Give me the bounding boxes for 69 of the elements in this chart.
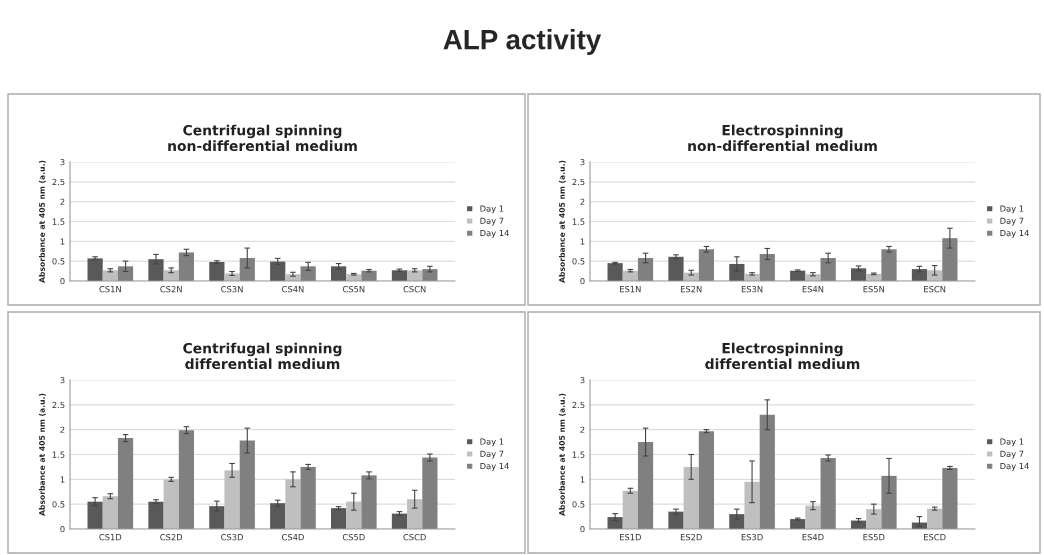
x-tick-label: CS2D	[160, 534, 183, 541]
x-tick-label: CS3N	[221, 286, 243, 293]
x-tick-label: CS2N	[160, 286, 182, 293]
y-tick-label: 3	[60, 158, 65, 166]
y-tick-label: 0	[580, 277, 585, 285]
x-tick-label: CSCN	[403, 286, 426, 293]
x-tick-label: CS4D	[281, 534, 304, 541]
x-tick-label: ES5D	[863, 534, 885, 541]
x-tick-label: CS3D	[221, 534, 243, 541]
x-tick-label: CS4N	[282, 286, 304, 293]
legend-label: Day 14	[1000, 462, 1029, 471]
y-tick-label: 1.5	[572, 451, 585, 458]
chart-title: Electrospinning non-differential medium	[688, 124, 877, 152]
y-tick-label: 0	[60, 277, 65, 285]
y-tick-label: 2	[60, 426, 65, 433]
y-tick-label: 2.5	[572, 401, 585, 409]
y-tick-label: 1	[580, 476, 585, 483]
y-tick-label: 1.5	[52, 451, 65, 458]
x-tick-label: CSCD	[403, 534, 426, 541]
y-tick-label: 3	[580, 158, 585, 166]
y-tick-label: 1.5	[52, 218, 65, 225]
chart-title: Electrospinning differential medium	[705, 342, 860, 370]
y-tick-label: 2	[580, 426, 585, 433]
y-tick-label: 2	[580, 198, 585, 205]
y-tick-label: 0.5	[572, 258, 585, 265]
x-tick-label: ESCN	[924, 286, 946, 293]
legend-label: Day 1	[480, 438, 504, 447]
y-tick-label: 2.5	[572, 178, 585, 186]
chart-title: Centrifugal spinning differential medium	[183, 342, 342, 370]
x-tick-label: ES1N	[620, 286, 641, 293]
y-tick-label: 0.5	[572, 501, 585, 508]
legend-label: Day 14	[1000, 229, 1029, 238]
y-tick-label: 1	[60, 238, 65, 245]
legend-label: Day 7	[1000, 217, 1024, 226]
x-tick-label: ES3D	[741, 534, 763, 541]
y-tick-label: 2.5	[52, 401, 65, 409]
legend-label: Day 14	[480, 229, 509, 238]
y-tick-label: 3	[60, 376, 65, 384]
legend-label: Day 1	[480, 205, 504, 214]
legend-label: Day 1	[1000, 205, 1024, 214]
x-tick-label: CS1D	[99, 534, 122, 541]
y-tick-label: 3	[580, 376, 585, 384]
text: ALP activity	[443, 29, 602, 55]
legend-label: Day 14	[480, 462, 509, 471]
y-tick-label: 1.5	[572, 218, 585, 225]
x-tick-label: ES2N	[680, 286, 702, 293]
y-tick-label: 1	[580, 238, 585, 245]
x-tick-label: ES4N	[802, 286, 824, 293]
chart-title: Centrifugal spinning non-differential medium	[168, 124, 357, 152]
y-tick-label: 1	[60, 476, 65, 483]
x-tick-label: ES3N	[741, 286, 763, 293]
legend-label: Day 1	[1000, 438, 1024, 447]
x-tick-label: ES1D	[620, 534, 641, 541]
y-tick-label: 0	[580, 525, 585, 533]
x-tick-label: ES5N	[863, 286, 885, 293]
x-tick-label: ESCD	[924, 534, 946, 541]
legend-label: Day 7	[1000, 450, 1024, 459]
legend-label: Day 7	[480, 450, 504, 459]
legend-label: Day 7	[480, 217, 504, 226]
y-tick-label: 2.5	[52, 178, 65, 186]
x-tick-label: ES2D	[680, 534, 702, 541]
y-tick-label: 0	[60, 525, 65, 533]
y-tick-label: 2	[60, 198, 65, 205]
x-tick-label: ES4D	[802, 534, 824, 541]
x-tick-label: CS5N	[342, 286, 365, 293]
x-tick-label: CS1N	[99, 286, 121, 293]
x-tick-label: CS5D	[342, 534, 365, 541]
y-tick-label: 0.5	[52, 501, 65, 508]
y-tick-label: 0.5	[52, 258, 65, 265]
